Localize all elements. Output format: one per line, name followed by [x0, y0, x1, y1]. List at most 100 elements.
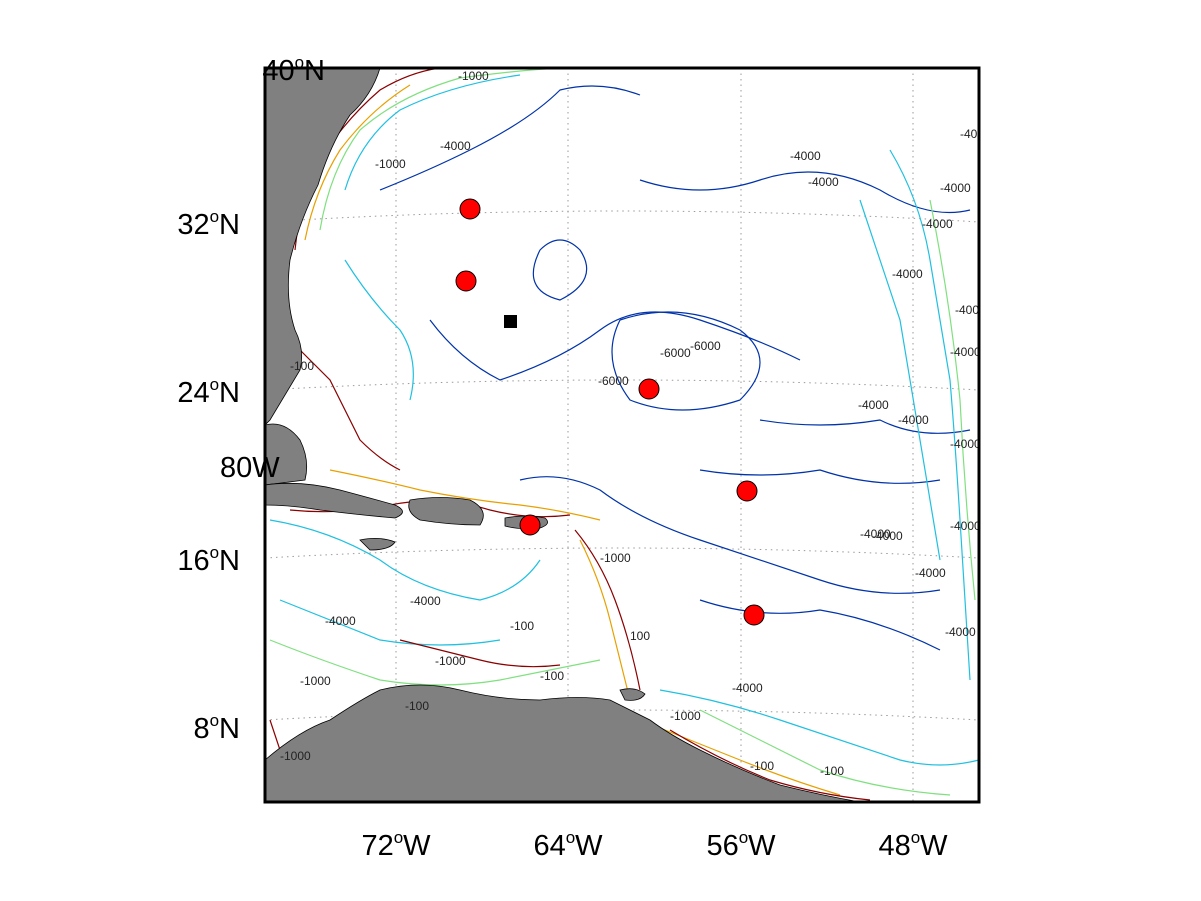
contour-1000-line	[699, 709, 951, 796]
latitude-label: 32oN	[177, 207, 240, 241]
contour-6000-group	[379, 85, 971, 651]
station-marker-group	[455, 198, 765, 626]
map-body: -1000-4000-4000-1000-4000 -4000-4000-4000…	[265, 68, 991, 802]
contour-label: 100	[630, 629, 650, 643]
contour-label: -100	[405, 699, 429, 713]
contour-label: -6000	[598, 374, 629, 388]
map-frame	[263, 66, 981, 804]
land-north-america	[265, 68, 381, 426]
contour-1000-group	[269, 68, 976, 796]
land-trinidad	[619, 688, 646, 701]
latitude-label: 40oN	[262, 53, 325, 87]
contour-6000-line	[639, 171, 971, 213]
contour-4000-line	[269, 519, 541, 601]
contour-6000-line	[429, 311, 801, 381]
contour-label: -4000	[325, 614, 356, 628]
contour-1000-line	[929, 199, 976, 601]
station-marker	[459, 198, 481, 220]
contour-label: -4000	[860, 527, 891, 541]
contour-4000-line	[889, 149, 971, 681]
contour-label: -4000	[950, 519, 981, 533]
station-marker	[455, 270, 477, 292]
contour-label: -4000	[790, 149, 821, 163]
latitude-label: 8oN	[193, 711, 240, 745]
contour-4000-line	[659, 689, 979, 766]
station-marker	[743, 604, 765, 626]
contour-label: -4000	[955, 303, 986, 317]
contour-4000-line	[344, 259, 414, 401]
station-marker	[736, 480, 758, 502]
latitude-label: 16oN	[177, 543, 240, 577]
contour-4000-line	[859, 199, 941, 561]
contour-label: -4000	[960, 127, 991, 141]
contour-6000-line	[379, 85, 641, 191]
land-hispaniola	[408, 497, 484, 526]
contour-label: -4000	[950, 437, 981, 451]
ocean-background	[265, 68, 979, 802]
contour-label-group: -1000-4000-4000-1000-4000 -4000-4000-4000…	[280, 69, 991, 778]
longitude-label: 48oW	[878, 828, 948, 862]
contour-mid-line	[579, 539, 631, 701]
contour-6000-line	[699, 469, 941, 484]
contour-label: -100	[540, 669, 564, 683]
contour-label: -4000	[898, 413, 929, 427]
contour-label: -1000	[435, 654, 466, 668]
contour-label: -4000	[915, 566, 946, 580]
contour-label: -100	[750, 759, 774, 773]
land-jamaica	[359, 538, 396, 551]
contour-6000-line	[699, 599, 941, 651]
contour-6000-line	[759, 419, 971, 434]
contour-label: -4000	[808, 175, 839, 189]
contour-label: -1000	[300, 674, 331, 688]
contour-label: -4000	[950, 345, 981, 359]
contour-label: -4000	[858, 398, 889, 412]
contour-label: -1000	[670, 709, 701, 723]
land-south-america	[265, 684, 861, 802]
contour-6000-line	[532, 239, 588, 301]
longitude-label: 64oW	[533, 828, 603, 862]
contour-mid-line	[639, 719, 841, 796]
contour-label: -100	[510, 619, 534, 633]
contour-label: -4000	[410, 594, 441, 608]
contour-4000-line	[279, 599, 501, 646]
latitude-label-group: 40oN 32oN 24oN 16oN 8oN	[177, 53, 325, 745]
contour-label: -1000	[600, 551, 631, 565]
contour-label: -100	[820, 764, 844, 778]
reference-square-marker	[504, 315, 517, 328]
contour-4000-group	[269, 74, 979, 766]
contour-1000-line	[269, 639, 601, 686]
contour-mid-line	[329, 469, 601, 521]
contour-label: -6000	[660, 346, 691, 360]
contour-4000-line	[344, 74, 521, 191]
longitude-label: 72oW	[361, 828, 431, 862]
land-cuba	[265, 482, 403, 519]
contour-shallow-line	[574, 529, 641, 691]
contour-label: -4000	[940, 181, 971, 195]
contour-label: -1000	[375, 157, 406, 171]
contour-mid-group	[304, 84, 841, 796]
contour-1000-line	[319, 68, 561, 231]
contour-label: -4000	[732, 681, 763, 695]
latitude-label: 24oN	[177, 375, 240, 409]
contour-shallow-line	[399, 639, 561, 668]
contour-shallow-line	[289, 339, 401, 471]
contour-label: -100	[290, 359, 314, 373]
contour-label: -4000	[440, 139, 471, 153]
contour-6000-line	[519, 476, 941, 594]
contour-shallow-line	[669, 729, 871, 801]
reference-marker-group	[504, 315, 517, 328]
inner-longitude-label: 80W	[220, 452, 280, 484]
contour-mid-line	[304, 84, 411, 241]
contour-label: -4000	[892, 267, 923, 281]
contour-label: -1000	[458, 69, 489, 83]
contour-label: -4000	[872, 529, 903, 543]
station-marker	[638, 378, 660, 400]
contour-label: -4000	[945, 625, 976, 639]
land-florida-peninsula	[265, 423, 308, 486]
graticule	[265, 68, 979, 802]
contour-6000-line	[611, 311, 761, 411]
longitude-label: 56oW	[706, 828, 776, 862]
contour-label: -6000	[690, 339, 721, 353]
contour-label: -1000	[280, 749, 311, 763]
